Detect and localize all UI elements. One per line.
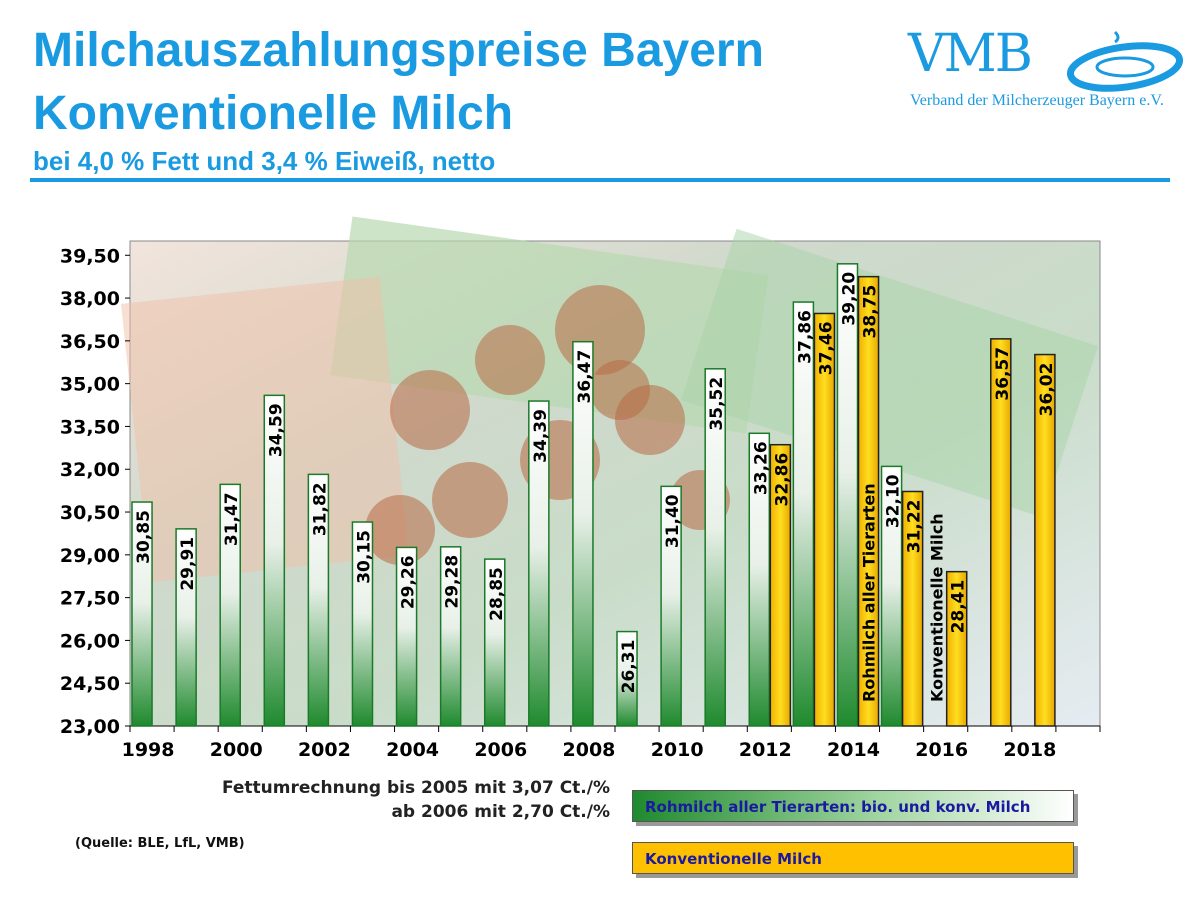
y-tick-label: 32,00 (60, 459, 120, 481)
y-tick-label: 27,50 (60, 588, 120, 610)
bar-konventionell (1034, 353, 1056, 727)
data-label: 31,40 (663, 494, 683, 548)
bar-rohmilch (483, 558, 506, 727)
data-label: 31,47 (222, 492, 242, 546)
bar-rohmilch (175, 528, 197, 727)
bar-rohmilch (748, 432, 771, 727)
data-label: 30,85 (134, 510, 154, 564)
data-label: 26,31 (619, 640, 639, 694)
bar-rohmilch (528, 400, 550, 727)
data-label: 34,39 (531, 409, 551, 463)
x-tick-label: 2000 (210, 739, 263, 761)
subtitle: bei 4,0 % Fett und 3,4 % Eiweiß, netto (33, 146, 496, 176)
vmb-logo: VMB Verband der Milcherzeuger Bayern e.V… (905, 22, 1185, 122)
data-label: 32,10 (884, 474, 904, 528)
bar-konventionell (813, 312, 836, 727)
data-label: 32,86 (772, 453, 792, 507)
x-tick-label: 2006 (474, 739, 527, 761)
annotation-konventionell: Konventionelle Milch (928, 513, 947, 702)
coin-shape (365, 495, 435, 565)
bar-rohmilch (307, 473, 330, 727)
bar-rohmilch (572, 340, 594, 727)
y-tick-label: 33,50 (60, 416, 120, 438)
x-tick-label: 2002 (298, 739, 351, 761)
bar-rohmilch (660, 485, 682, 727)
bar-rohmilch (439, 546, 462, 727)
coin-shape (555, 285, 645, 375)
bar-rohmilch (704, 368, 726, 727)
data-label: 37,86 (795, 310, 815, 364)
x-tick-label: 2008 (563, 739, 616, 761)
title-divider (30, 178, 1170, 182)
data-label: 28,41 (949, 580, 969, 634)
data-label: 34,59 (266, 403, 286, 457)
coin-shape (475, 325, 545, 395)
x-tick-label: 2014 (827, 739, 880, 761)
source-note: (Quelle: BLE, LfL, VMB) (75, 836, 245, 851)
y-tick-label: 24,50 (60, 673, 120, 695)
logo-subtitle: Verband der Milcherzeuger Bayern e.V. (910, 92, 1164, 109)
data-label: 30,15 (354, 530, 374, 584)
logo-text: VMB (908, 24, 1033, 84)
title-line-1: Milchauszahlungspreise Bayern (33, 24, 764, 77)
y-tick-label: 30,50 (60, 502, 120, 524)
fat-note-line-1: Fettumrechnung bis 2005 mit 3,07 Ct./% (221, 778, 610, 798)
bar-rohmilch (131, 501, 153, 727)
x-tick-label: 2018 (1003, 739, 1056, 761)
data-label: 39,20 (839, 272, 859, 326)
legend-item-konventionell: Konventionelle Milch (632, 842, 1074, 874)
data-label: 29,28 (443, 555, 463, 609)
data-label: 35,52 (707, 377, 727, 431)
data-label: 33,26 (751, 441, 771, 495)
y-tick-label: 36,50 (60, 331, 120, 353)
bar-rohmilch (263, 394, 286, 727)
y-tick-label: 26,00 (60, 630, 120, 652)
x-tick-label: 2004 (386, 739, 439, 761)
title-line-2: Konventionelle Milch (33, 87, 514, 140)
bar-rohmilch (395, 546, 418, 727)
x-tick-label: 2016 (915, 739, 968, 761)
data-label: 36,02 (1037, 363, 1057, 417)
y-tick-label: 29,00 (60, 545, 120, 567)
bar-konventionell (857, 275, 880, 727)
data-label: 36,57 (993, 347, 1013, 401)
bar-rohmilch (836, 263, 859, 727)
coin-shape (390, 370, 470, 450)
data-label: 29,26 (399, 555, 419, 609)
data-label: 28,85 (487, 567, 507, 621)
fat-note-line-2: ab 2006 mit 2,70 Ct./% (391, 802, 610, 822)
x-tick-label: 2012 (739, 739, 792, 761)
bar-konventionell (901, 490, 924, 727)
bar-rohmilch (616, 630, 638, 727)
data-label: 31,82 (310, 482, 330, 536)
data-label: 36,47 (575, 350, 595, 404)
y-tick-label: 35,00 (60, 374, 120, 396)
coin-shape (432, 462, 508, 538)
y-tick-label: 39,50 (60, 245, 120, 267)
bar-konventionell (769, 443, 792, 727)
y-tick-label: 38,00 (60, 288, 120, 310)
bar-rohmilch (219, 483, 241, 727)
y-tick-label: 23,00 (60, 716, 120, 738)
bar-konventionell (990, 338, 1012, 727)
data-label: 31,22 (905, 499, 925, 553)
x-tick-label: 2010 (651, 739, 704, 761)
x-tick-label: 1998 (122, 739, 175, 761)
bar-rohmilch (351, 521, 374, 727)
bar-rohmilch (880, 465, 903, 727)
bar-konventionell (945, 570, 968, 727)
data-label: 38,75 (861, 285, 881, 339)
coin-shape (590, 360, 650, 420)
data-label: 37,46 (816, 321, 836, 375)
data-label: 29,91 (178, 537, 198, 591)
annotation-rohmilch: Rohmilch aller Tierarten (860, 483, 879, 702)
bar-rohmilch (792, 301, 815, 727)
legend-item-rohmilch: Rohmilch aller Tierarten: bio. und konv.… (632, 790, 1074, 822)
logo-swirl-icon (1066, 30, 1184, 92)
